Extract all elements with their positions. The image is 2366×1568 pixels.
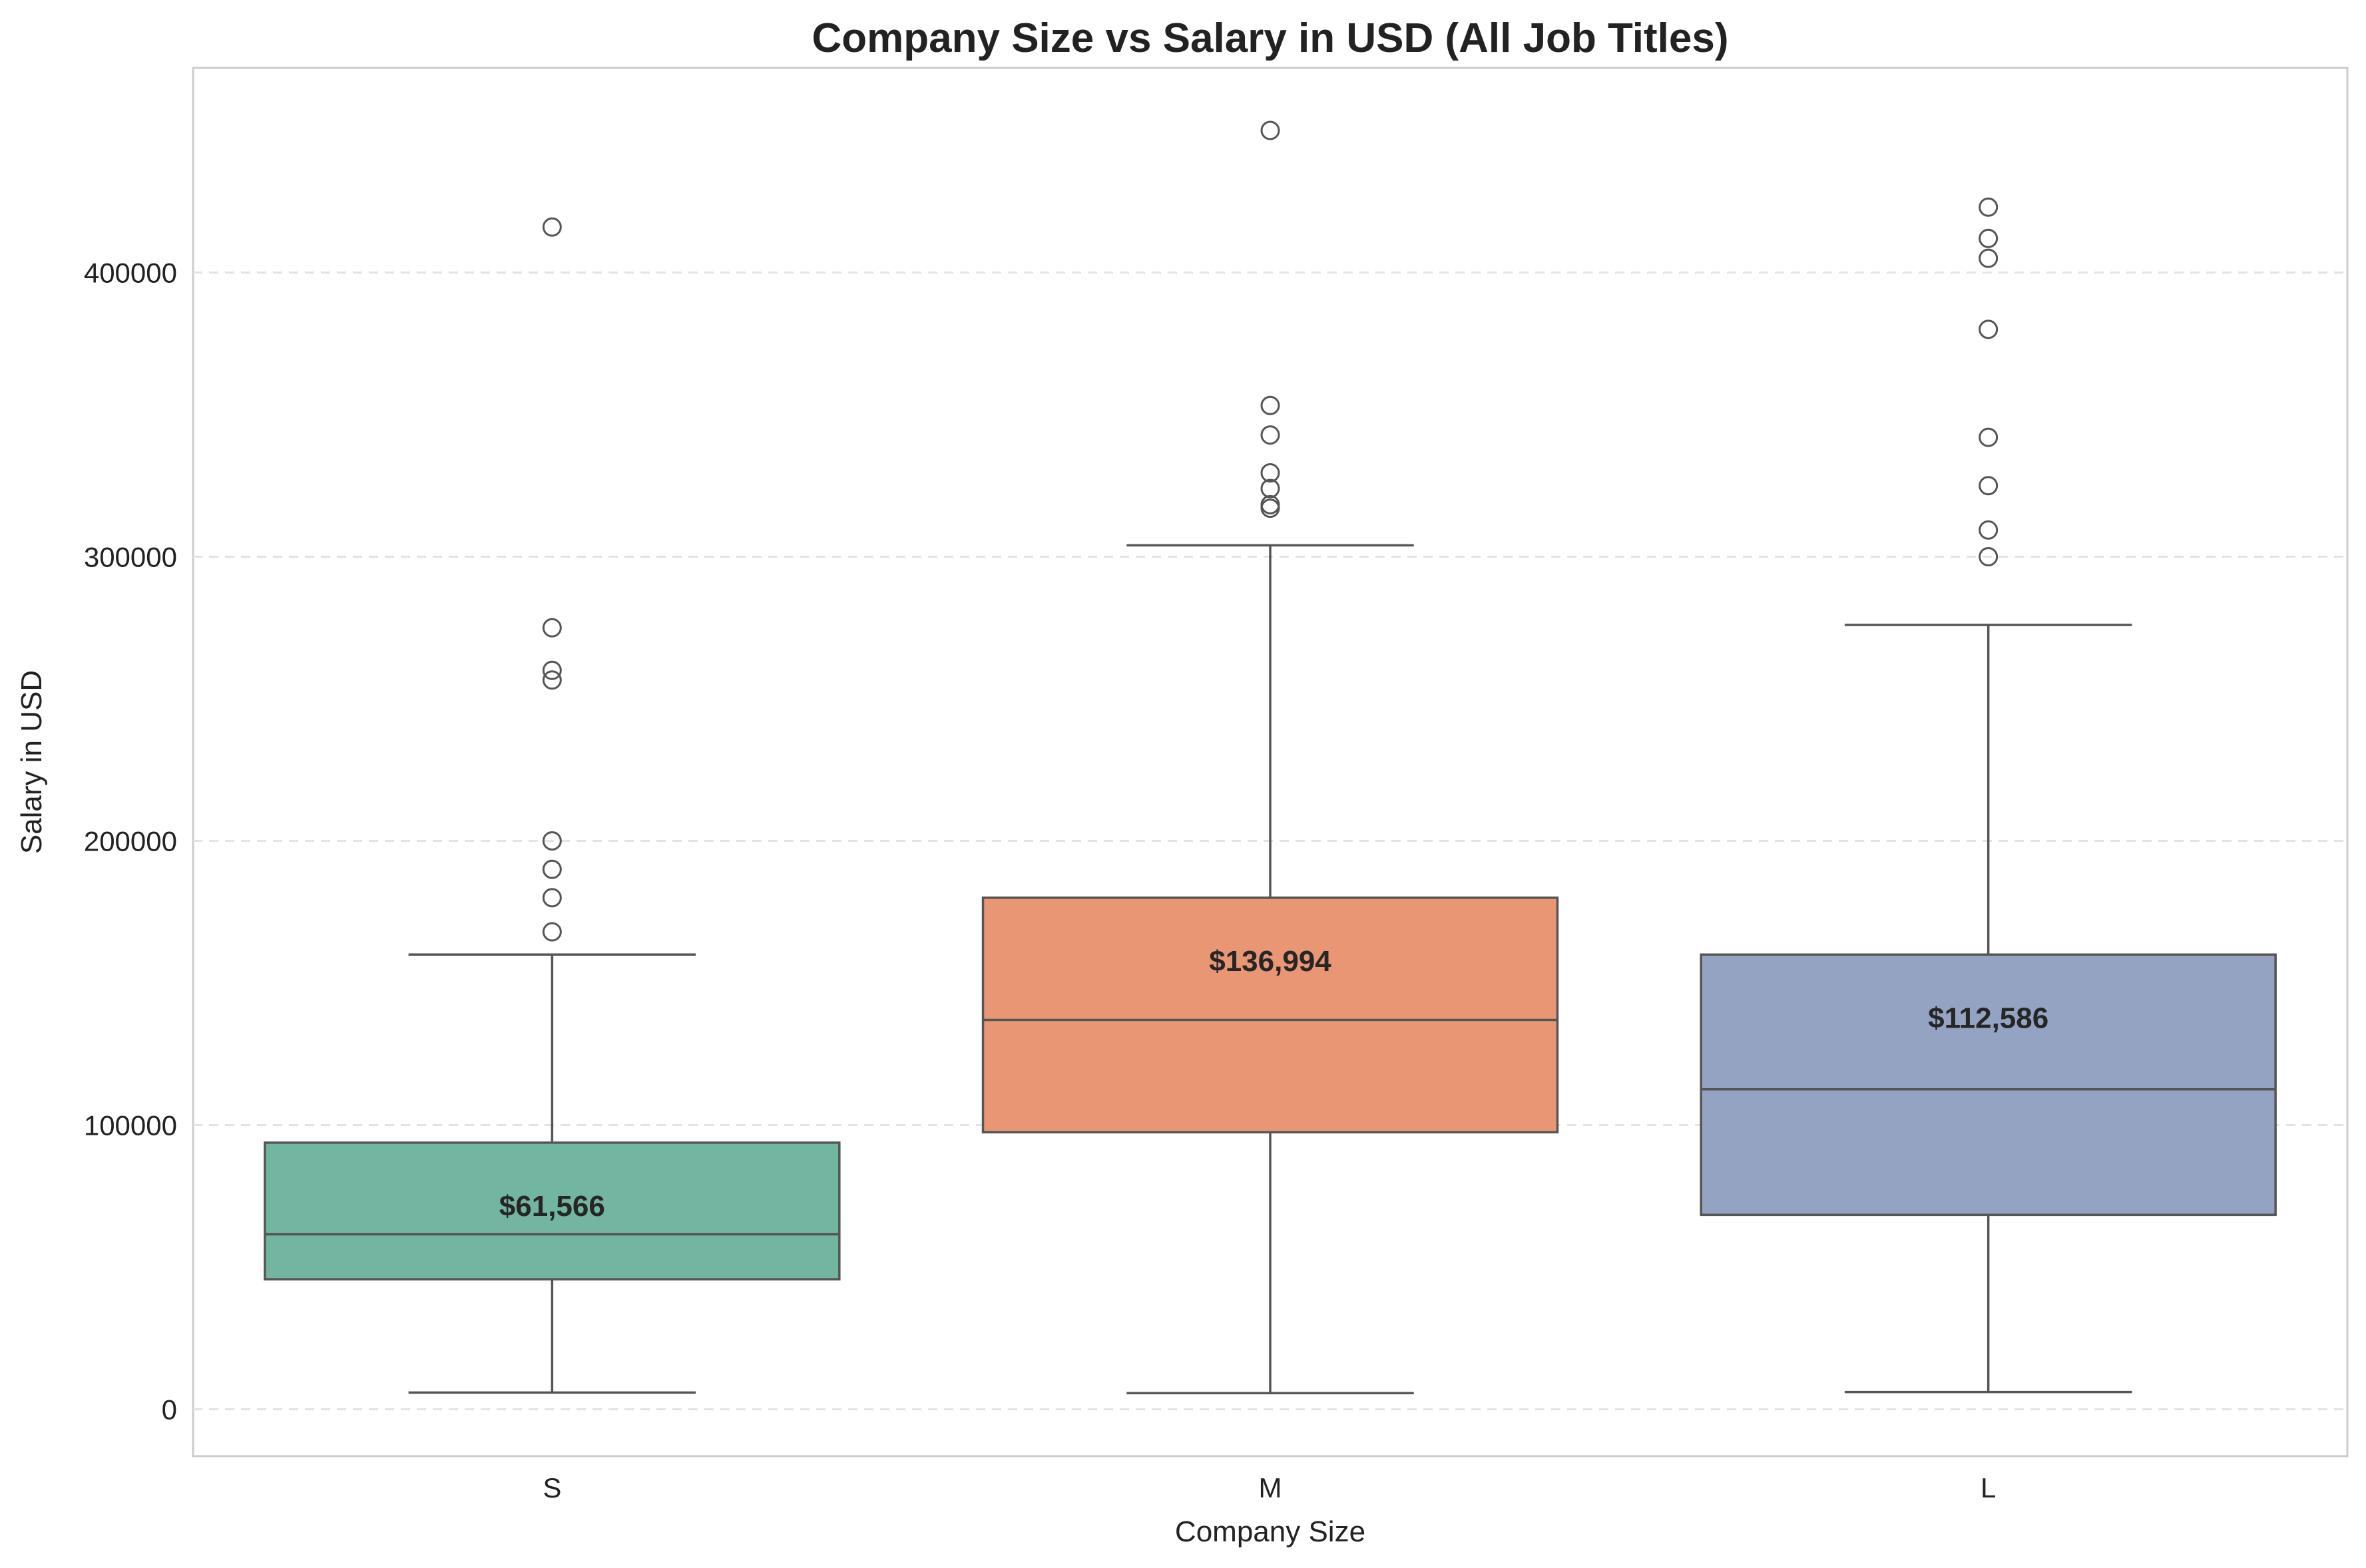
outlier-point xyxy=(1979,520,1999,540)
outlier-point xyxy=(542,888,562,908)
y-axis-ticks: 0 100000 200000 300000 400000 xyxy=(84,257,177,1425)
chart-title: Company Size vs Salary in USD (All Job T… xyxy=(812,15,1728,61)
outlier-point xyxy=(542,859,562,879)
x-tick-label: M xyxy=(1259,1472,1282,1503)
outlier-point xyxy=(542,670,562,690)
outlier-point xyxy=(1979,546,1999,566)
y-tick-label: 400000 xyxy=(84,257,177,288)
outlier-point xyxy=(1979,476,1999,496)
median-value-label: $61,566 xyxy=(499,1190,605,1223)
outlier-point xyxy=(542,618,562,638)
y-tick-label: 200000 xyxy=(84,825,177,857)
y-tick-label: 100000 xyxy=(84,1110,177,1141)
outlier-point xyxy=(1979,319,1999,339)
outlier-point xyxy=(1979,197,1999,217)
outlier-point xyxy=(542,922,562,942)
y-axis-label: Salary in USD xyxy=(15,670,48,854)
y-tick-label: 0 xyxy=(162,1394,177,1426)
outlier-point xyxy=(1260,498,1280,518)
outlier-point xyxy=(1260,120,1280,140)
median-value-label: $136,994 xyxy=(1209,945,1331,978)
median-value-label: $112,586 xyxy=(1928,1002,2048,1034)
x-tick-label: S xyxy=(543,1472,561,1503)
y-tick-label: 300000 xyxy=(84,541,177,572)
outlier-point xyxy=(1979,228,1999,248)
x-axis-label: Company Size xyxy=(1175,1515,1365,1548)
outlier-point xyxy=(1260,479,1280,498)
boxes: $61,566 $136,994 $112,586 xyxy=(264,120,2277,1395)
outlier-point xyxy=(542,217,562,237)
box-group-L: $112,586 xyxy=(1700,197,2277,1394)
box-group-S: $61,566 xyxy=(264,217,841,1394)
outlier-point xyxy=(1260,395,1280,415)
x-tick-label: L xyxy=(1981,1472,1996,1503)
outlier-point xyxy=(542,660,562,680)
outlier-point xyxy=(1979,427,1999,447)
outlier-point xyxy=(1260,425,1280,445)
box-iqr xyxy=(981,896,1559,1133)
outlier-point xyxy=(542,831,562,851)
box-iqr xyxy=(264,1141,841,1280)
outlier-point xyxy=(1260,463,1280,483)
box-iqr xyxy=(1700,953,2277,1217)
outlier-point xyxy=(1979,248,1999,268)
box-group-M: $136,994 xyxy=(981,120,1559,1395)
